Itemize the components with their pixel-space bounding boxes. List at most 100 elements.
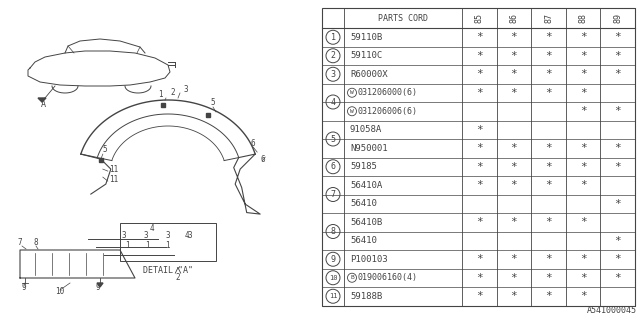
Text: *: *: [614, 69, 621, 79]
Text: 56410: 56410: [350, 199, 377, 208]
Text: 9: 9: [22, 283, 27, 292]
Text: *: *: [511, 51, 517, 61]
Text: 11: 11: [109, 165, 118, 174]
Text: 031206000(6): 031206000(6): [358, 88, 418, 97]
Text: 2: 2: [170, 88, 175, 97]
Text: *: *: [614, 162, 621, 172]
Text: 56410B: 56410B: [350, 218, 382, 227]
Bar: [322, 8, 635, 306]
Text: B: B: [350, 275, 354, 280]
Text: 1: 1: [158, 90, 163, 99]
Text: *: *: [545, 254, 552, 264]
Text: PARTS CORD: PARTS CORD: [378, 13, 428, 22]
Text: *: *: [580, 217, 586, 227]
Text: 3: 3: [330, 70, 335, 79]
Text: 3: 3: [144, 231, 148, 240]
Text: 7: 7: [330, 190, 335, 199]
Text: *: *: [511, 88, 517, 98]
Text: 3: 3: [166, 231, 171, 240]
Text: *: *: [545, 291, 552, 301]
Text: 3: 3: [183, 85, 188, 94]
Text: *: *: [511, 291, 517, 301]
Text: *: *: [545, 143, 552, 153]
Text: 3: 3: [122, 231, 127, 240]
Text: *: *: [511, 143, 517, 153]
Text: 019006160(4): 019006160(4): [358, 273, 418, 282]
Text: *: *: [476, 69, 483, 79]
Text: *: *: [614, 143, 621, 153]
Text: *: *: [511, 254, 517, 264]
Text: *: *: [476, 125, 483, 135]
Text: *: *: [476, 143, 483, 153]
Text: 1: 1: [125, 241, 130, 250]
Text: 9: 9: [95, 283, 100, 292]
Text: 6: 6: [330, 162, 335, 171]
Text: 10: 10: [55, 287, 64, 296]
Text: W: W: [350, 90, 354, 95]
Text: *: *: [511, 69, 517, 79]
Text: *: *: [580, 291, 586, 301]
Text: *: *: [614, 236, 621, 246]
Text: A: A: [40, 100, 45, 109]
Text: *: *: [580, 106, 586, 116]
Text: 59188B: 59188B: [350, 292, 382, 301]
Text: 5: 5: [330, 134, 335, 143]
Text: *: *: [511, 180, 517, 190]
Bar: [206, 113, 210, 117]
Text: *: *: [580, 180, 586, 190]
Text: *: *: [545, 273, 552, 283]
Polygon shape: [97, 283, 103, 287]
Text: 4: 4: [185, 231, 189, 240]
Text: 59110B: 59110B: [350, 33, 382, 42]
Text: 91058A: 91058A: [350, 125, 382, 134]
Text: 1: 1: [330, 33, 335, 42]
Text: N950001: N950001: [350, 144, 388, 153]
Text: 88: 88: [579, 13, 588, 23]
Text: *: *: [545, 32, 552, 42]
Text: *: *: [580, 162, 586, 172]
Text: 1: 1: [145, 241, 150, 250]
Text: 56410: 56410: [350, 236, 377, 245]
Text: DETAIL "A": DETAIL "A": [143, 266, 193, 275]
Text: *: *: [580, 273, 586, 283]
Text: 031206006(6): 031206006(6): [358, 107, 418, 116]
Text: *: *: [545, 51, 552, 61]
Bar: [161, 103, 165, 107]
Text: *: *: [545, 69, 552, 79]
Text: *: *: [614, 254, 621, 264]
Polygon shape: [38, 98, 46, 102]
Text: *: *: [476, 88, 483, 98]
Text: W: W: [350, 109, 354, 114]
Text: *: *: [580, 143, 586, 153]
Text: 10: 10: [329, 275, 337, 281]
Text: *: *: [614, 106, 621, 116]
Text: 8: 8: [330, 227, 335, 236]
Text: *: *: [476, 162, 483, 172]
Text: 89: 89: [613, 13, 622, 23]
Text: 4: 4: [330, 98, 335, 107]
Text: *: *: [476, 273, 483, 283]
Text: *: *: [614, 273, 621, 283]
Text: 5: 5: [210, 98, 214, 107]
Text: *: *: [614, 32, 621, 42]
Text: *: *: [580, 69, 586, 79]
Text: 11: 11: [109, 175, 118, 184]
Text: 9: 9: [330, 255, 335, 264]
Text: R60000X: R60000X: [350, 70, 388, 79]
Text: *: *: [476, 180, 483, 190]
Text: 6: 6: [260, 155, 265, 164]
Text: *: *: [545, 180, 552, 190]
Bar: [99, 158, 103, 162]
Text: *: *: [476, 51, 483, 61]
Text: *: *: [545, 88, 552, 98]
Text: *: *: [580, 254, 586, 264]
Text: *: *: [476, 291, 483, 301]
Text: 59110C: 59110C: [350, 51, 382, 60]
Text: 7: 7: [18, 238, 22, 247]
Text: *: *: [511, 273, 517, 283]
Text: P100103: P100103: [350, 255, 388, 264]
Text: *: *: [580, 88, 586, 98]
Text: *: *: [614, 199, 621, 209]
Text: 8: 8: [33, 238, 38, 247]
Text: *: *: [511, 32, 517, 42]
